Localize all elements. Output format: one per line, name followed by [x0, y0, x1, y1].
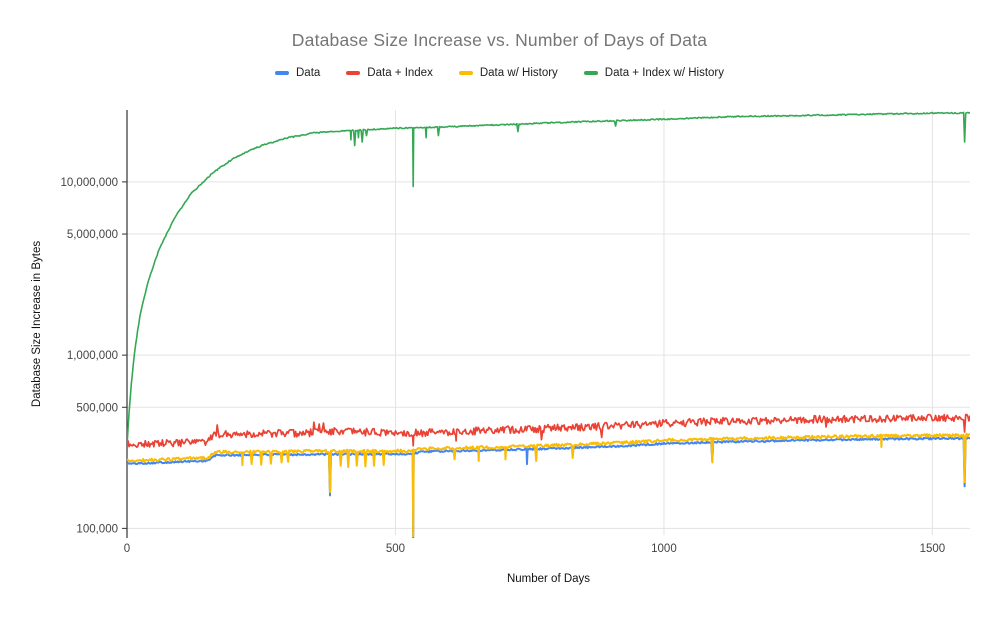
legend-swatch-data-index — [346, 71, 361, 75]
chart-title: Database Size Increase vs. Number of Day… — [291, 30, 708, 50]
y-tick-label: 10,000,000 — [60, 177, 118, 189]
y-tick-label: 500,000 — [76, 402, 118, 414]
tick-labels: 100,000 500,000 1,000,000 5,000,000 10,000,0… — [60, 177, 945, 555]
series-line-data-index-w-history — [127, 111, 970, 447]
axis-ticks — [122, 181, 127, 529]
legend-swatch-data-w-history — [458, 71, 473, 75]
series-line-data-w-history — [127, 432, 970, 538]
legend-swatch-data-index-w-history — [583, 71, 598, 75]
x-tick-label: 1500 — [920, 543, 946, 555]
x-tick-label: 1000 — [651, 543, 677, 555]
legend-label: Data — [296, 67, 321, 79]
legend-item-data: Data — [275, 67, 320, 79]
legend-swatch-data — [275, 71, 289, 75]
series-line-data — [127, 436, 970, 538]
series-lines — [127, 111, 970, 538]
y-tick-label: 1,000,000 — [67, 350, 118, 362]
legend-label: Data w/ History — [479, 67, 558, 79]
x-tick-label: 500 — [386, 543, 405, 555]
legend-label: Data + Index w/ History — [604, 67, 724, 79]
x-axis-title: Number of Days — [506, 573, 591, 585]
x-tick-label: 0 — [124, 543, 130, 555]
legend-item-data-w-history: Data w/ History — [458, 67, 558, 79]
y-tick-label: 5,000,000 — [67, 229, 118, 241]
legend-item-data-index-w-history: Data + Index w/ History — [583, 67, 724, 79]
chart-legend: Data Data + Index Data w/ History Data + In… — [0, 67, 999, 79]
legend-label: Data + Index — [367, 67, 433, 79]
series-line-data-index — [127, 413, 970, 449]
y-axis-title: Database Size Increase in Bytes — [31, 240, 43, 408]
y-tick-label: 100,000 — [76, 523, 118, 535]
legend-item-data-index: Data + Index — [346, 67, 433, 79]
gridlines — [127, 110, 970, 536]
